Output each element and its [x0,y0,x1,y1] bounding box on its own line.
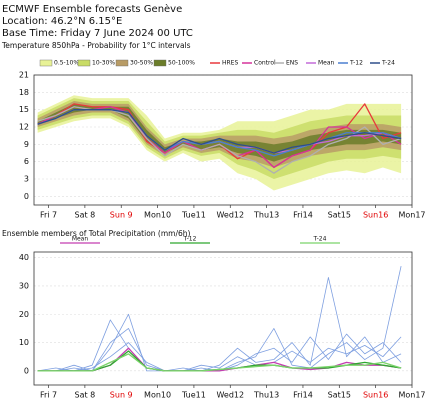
legend-label: ENS [286,60,298,67]
y-tick-label: 15 [19,105,29,114]
x-tick-label: Wed12 [216,391,244,400]
legend-label: 10-30% [92,60,115,67]
plot-frame [33,251,413,386]
y-tick-label: 0 [24,192,29,201]
x-tick-label: Sun16 [363,391,388,400]
y-tick-label: 6 [24,157,29,166]
x-tick-label: Tue11 [181,211,206,220]
x-tick-label: Sat 8 [75,211,96,220]
x-tick-label: Sat15 [328,391,351,400]
y-tick-label: 21 [19,71,29,80]
x-tick-label: Fri 7 [40,211,57,220]
x-tick-label: Mon10 [144,211,171,220]
legend-label: 30-50% [130,60,153,67]
plot-frame [33,74,413,206]
y-tick-label: 3 [24,175,29,184]
x-tick-label: Fri14 [293,211,313,220]
x-tick-label: Thu13 [253,211,279,220]
x-tick-label: Sun 9 [110,391,133,400]
subtitle: Base Time: Friday 7 June 2024 00 UTC [2,28,193,39]
legend-swatch [39,59,53,67]
subtitle: Location: 46.2°N 6.15°E [2,16,122,27]
description: Temperature 850hPa - Probability for 1°C… [1,41,191,50]
x-tick-label: Mon17 [398,391,425,400]
x-tick-label: Mon17 [398,211,425,220]
y-tick-label: 20 [19,310,29,319]
series-line [37,109,402,154]
member-line [37,277,402,372]
y-tick-label: 30 [19,281,29,290]
legend-label: T-12 [349,60,363,67]
member-line [37,313,402,372]
x-tick-label: Sat 8 [75,391,96,400]
legend-swatch [115,59,129,67]
legend-label: HRES [222,60,238,67]
chart-title: Ensemble members of Total Precipitation … [2,229,191,238]
series-line [37,353,402,372]
x-tick-label: Fri14 [293,391,313,400]
x-tick-label: Sun16 [363,211,388,220]
legend-label: T-24 [381,60,395,67]
x-tick-label: Sun 9 [110,211,133,220]
y-tick-label: 18 [19,88,29,97]
legend-label: Control [254,60,276,67]
x-tick-label: Mon10 [144,391,171,400]
title: ECMWF Ensemble forecasts Genève [2,3,182,15]
legend-label: Mean [318,60,335,67]
y-tick-label: 10 [19,338,29,347]
legend-label: 50-100% [168,60,195,67]
probability-band [37,103,402,162]
legend-label: 0.5-10% [54,60,79,67]
y-tick-label: 40 [19,253,29,262]
legend-label: Mean [72,236,89,243]
y-tick-label: 0 [24,366,29,375]
legend-swatch [153,59,167,67]
legend-label: T-12 [183,236,197,243]
x-tick-label: Tue11 [181,391,206,400]
y-tick-label: 12 [19,123,29,132]
x-tick-label: Sat15 [328,211,351,220]
x-tick-label: Thu13 [253,391,279,400]
legend-swatch [77,59,91,67]
y-tick-label: 9 [24,140,29,149]
legend-label: T-24 [313,236,327,243]
x-tick-label: Wed12 [216,211,244,220]
x-tick-label: Fri 7 [40,391,57,400]
